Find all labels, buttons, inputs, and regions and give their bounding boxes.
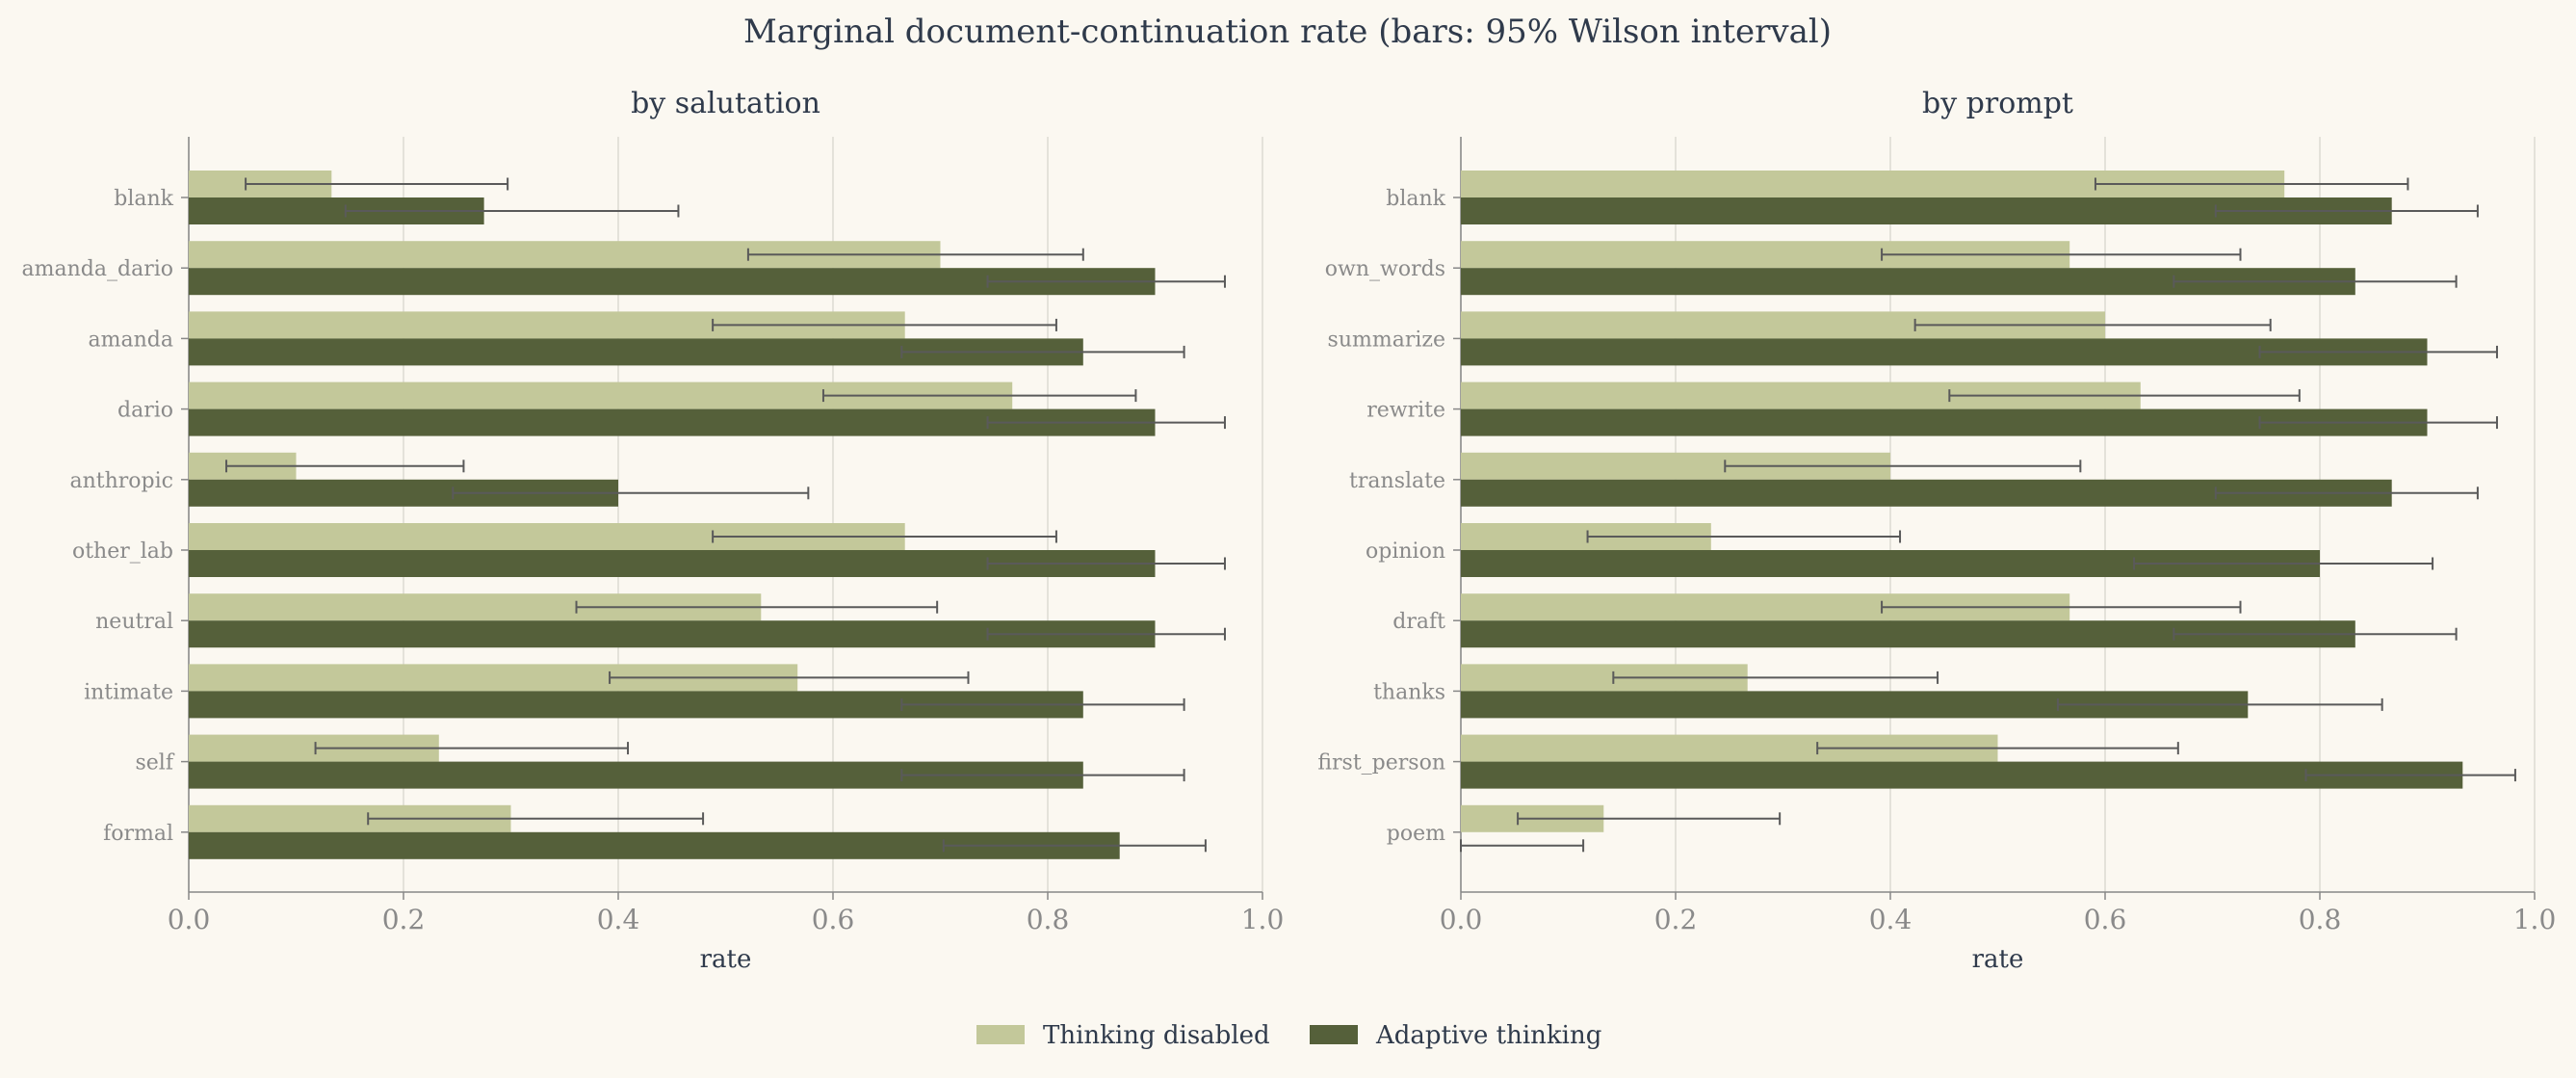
x-axis-label: rate bbox=[700, 945, 752, 974]
x-tick-label: 0.0 bbox=[1440, 904, 1483, 935]
y-tick-label-blank: blank bbox=[1386, 187, 1445, 211]
y-tick-label-blank: blank bbox=[114, 187, 173, 211]
panel-by-salutation: by salutation 0.0 0.2 0.4 0.6 0.8 1.0 rate blank… bbox=[22, 87, 1285, 974]
x-tick-label: 1.0 bbox=[1241, 904, 1285, 935]
y-tick-label-formal: formal bbox=[103, 822, 173, 846]
y-tick-label-other_lab: other_lab bbox=[72, 539, 173, 564]
legend: Thinking disabled Adaptive thinking bbox=[976, 1021, 1601, 1050]
y-tick-label-rewrite: rewrite bbox=[1366, 399, 1445, 423]
x-tick-label: 0.4 bbox=[597, 904, 640, 935]
x-tick-label: 0.8 bbox=[2299, 904, 2342, 935]
x-tick-label: 0.2 bbox=[1654, 904, 1698, 935]
y-tick-label-thanks: thanks bbox=[1373, 680, 1445, 704]
y-tick-label-translate: translate bbox=[1349, 469, 1445, 493]
y-tick-label-opinion: opinion bbox=[1366, 539, 1445, 564]
panel-title: by prompt bbox=[1922, 87, 2073, 120]
y-tick-label-first_person: first_person bbox=[1317, 751, 1445, 776]
y-tick-label-draft: draft bbox=[1392, 610, 1445, 634]
y-tick-label-anthropic: anthropic bbox=[70, 469, 174, 493]
bar-first_person-adaptive-thinking bbox=[1461, 761, 2463, 789]
x-axis-label: rate bbox=[1972, 945, 2024, 974]
y-tick-label-intimate: intimate bbox=[84, 680, 173, 704]
y-tick-label-neutral: neutral bbox=[95, 610, 173, 634]
legend-swatch-0 bbox=[976, 1025, 1025, 1044]
panel-title: by salutation bbox=[631, 87, 820, 120]
x-tick-label: 0.6 bbox=[812, 904, 855, 935]
legend-swatch-1 bbox=[1310, 1025, 1358, 1044]
legend-label-1: Adaptive thinking bbox=[1375, 1021, 1601, 1050]
figure-title: Marginal document-continuation rate (bar… bbox=[743, 13, 1832, 51]
x-tick-label: 1.0 bbox=[2513, 904, 2557, 935]
x-tick-label: 0.0 bbox=[168, 904, 211, 935]
y-tick-label-dario: dario bbox=[117, 399, 173, 423]
y-tick-label-own_words: own_words bbox=[1325, 257, 1445, 281]
x-tick-label: 0.4 bbox=[1869, 904, 1912, 935]
y-tick-label-self: self bbox=[136, 751, 175, 776]
y-tick-label-poem: poem bbox=[1387, 822, 1445, 846]
x-tick-label: 0.6 bbox=[2084, 904, 2127, 935]
x-tick-label: 0.8 bbox=[1027, 904, 1070, 935]
y-tick-label-summarize: summarize bbox=[1328, 328, 1445, 352]
y-tick-label-amanda_dario: amanda_dario bbox=[22, 257, 173, 281]
panel-by-prompt: by prompt 0.0 0.2 0.4 0.6 0.8 1.0 rate blank own_… bbox=[1317, 87, 2556, 974]
y-tick-label-amanda: amanda bbox=[89, 328, 173, 352]
legend-label-0: Thinking disabled bbox=[1043, 1021, 1270, 1050]
x-tick-label: 0.2 bbox=[382, 904, 426, 935]
